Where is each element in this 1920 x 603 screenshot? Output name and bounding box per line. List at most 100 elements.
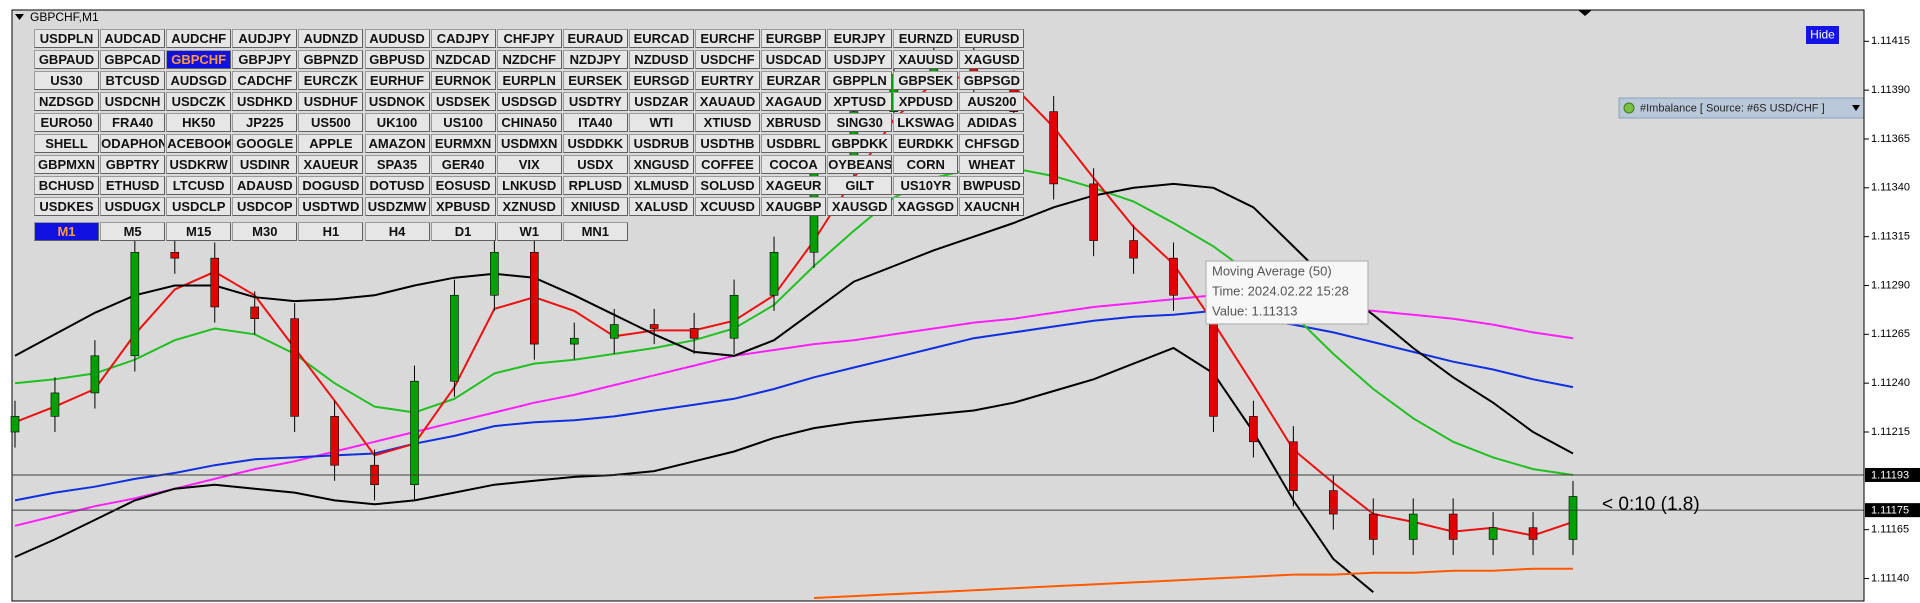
symbol-button[interactable]: EURAUD (562, 29, 628, 48)
symbol-button[interactable]: ADAUSD (232, 176, 298, 195)
symbol-button[interactable]: DOTUSD (364, 176, 430, 195)
symbol-button[interactable]: USDSGD (496, 92, 562, 111)
symbol-button[interactable]: USDTRY (562, 92, 628, 111)
symbol-button[interactable]: UK100 (364, 113, 430, 132)
symbol-button[interactable]: XZNUSD (496, 197, 562, 216)
symbol-button[interactable]: CHINA50 (496, 113, 562, 132)
symbol-button[interactable]: GBPNZD (298, 50, 364, 69)
symbol-button[interactable]: EURHUF (364, 71, 430, 90)
symbol-button[interactable]: EURCAD (628, 29, 694, 48)
symbol-button[interactable]: USDTWD (298, 197, 364, 216)
symbol-button[interactable]: USDNOK (364, 92, 430, 111)
symbol-button[interactable]: APPLE (298, 134, 364, 153)
symbol-button[interactable]: USDSEK (430, 92, 496, 111)
symbol-button[interactable]: CADJPY (430, 29, 496, 48)
symbol-button[interactable]: LTCUSD (166, 176, 232, 195)
symbol-button[interactable]: XAUSGD (827, 197, 893, 216)
symbol-button[interactable]: EURSGD (628, 71, 694, 90)
symbol-button[interactable]: CADCHF (232, 71, 298, 90)
symbol-button[interactable]: USDDKK (562, 134, 628, 153)
symbol-button[interactable]: ACEBOOK (166, 134, 232, 153)
symbol-button[interactable]: EURZAR (761, 71, 827, 90)
symbol-button[interactable]: GBPMXN (34, 155, 99, 174)
symbol-button[interactable]: EURDKK (893, 134, 959, 153)
symbol-button[interactable]: VIX (496, 155, 562, 174)
symbol-button[interactable]: EURNZD (893, 29, 959, 48)
symbol-button[interactable]: GBPCAD (100, 50, 166, 69)
symbol-button[interactable]: XTIUSD (695, 113, 760, 132)
symbol-button[interactable]: USDCNH (100, 92, 166, 111)
symbol-button[interactable]: XCUUSD (695, 197, 760, 216)
symbol-button[interactable]: GBPSEK (893, 71, 959, 90)
symbol-button[interactable]: ODAPHON (100, 134, 166, 153)
symbol-button[interactable]: SOLUSD (695, 176, 760, 195)
symbol-button[interactable]: GBPPLN (827, 71, 893, 90)
symbol-button[interactable]: XNIUSD (562, 197, 628, 216)
symbol-button[interactable]: JP225 (232, 113, 298, 132)
symbol-button[interactable]: XAUUSD (893, 50, 959, 69)
symbol-button[interactable]: CORN (893, 155, 959, 174)
symbol-button[interactable]: US10YR (893, 176, 959, 195)
symbol-button[interactable]: GER40 (430, 155, 496, 174)
symbol-button[interactable]: DOGUSD (298, 176, 364, 195)
symbol-button[interactable]: USDKES (34, 197, 99, 216)
symbol-button[interactable]: WHEAT (959, 155, 1025, 174)
symbol-button[interactable]: GBPUSD (364, 50, 430, 69)
menu-triangle[interactable] (15, 14, 24, 20)
symbol-button[interactable]: OYBEANS (827, 155, 893, 174)
symbol-button[interactable]: BTCUSD (100, 71, 166, 90)
symbol-button[interactable]: NZDCHF (496, 50, 562, 69)
symbol-button[interactable]: BWPUSD (959, 176, 1025, 195)
symbol-button[interactable]: GBPJPY (232, 50, 298, 69)
symbol-button[interactable]: USDZAR (628, 92, 694, 111)
symbol-button[interactable]: EURMXN (430, 134, 496, 153)
timeframe-button[interactable]: W1 (496, 222, 562, 241)
symbol-button[interactable]: AUDSGD (166, 71, 232, 90)
symbol-button[interactable]: USDCAD (761, 50, 827, 69)
symbol-button[interactable]: US30 (34, 71, 99, 90)
symbol-button[interactable]: USDPLN (34, 29, 99, 48)
symbol-button[interactable]: AUDJPY (232, 29, 298, 48)
symbol-button[interactable]: AUDUSD (364, 29, 430, 48)
symbol-button[interactable]: XAUEUR (298, 155, 364, 174)
symbol-button[interactable]: SHELL (34, 134, 99, 153)
symbol-button[interactable]: XAUGBP (761, 197, 827, 216)
symbol-button[interactable]: GBPTRY (100, 155, 166, 174)
symbol-button[interactable]: LNKUSD (496, 176, 562, 195)
timeframe-button[interactable]: M30 (232, 222, 298, 241)
symbol-button[interactable]: EURCHF (695, 29, 760, 48)
symbol-button[interactable]: XPTUSD (827, 92, 893, 111)
hide-button[interactable] (1806, 26, 1839, 44)
symbol-button[interactable]: GILT (827, 176, 893, 195)
symbol-button[interactable]: EURSEK (562, 71, 628, 90)
symbol-button[interactable]: GBPAUD (34, 50, 99, 69)
symbol-button[interactable]: NZDCAD (430, 50, 496, 69)
symbol-button[interactable]: EOSUSD (430, 176, 496, 195)
symbol-button[interactable]: HK50 (166, 113, 232, 132)
symbol-button[interactable]: XNGUSD (628, 155, 694, 174)
symbol-button[interactable]: USDZMW (364, 197, 430, 216)
symbol-button[interactable]: NZDJPY (562, 50, 628, 69)
symbol-button[interactable]: USDHKD (232, 92, 298, 111)
symbol-button[interactable]: AUDNZD (298, 29, 364, 48)
symbol-button[interactable]: USDBRL (761, 134, 827, 153)
symbol-button[interactable]: COCOA (761, 155, 827, 174)
timeframe-button[interactable]: D1 (430, 222, 496, 241)
symbol-button[interactable]: ETHUSD (100, 176, 166, 195)
symbol-button[interactable]: EURUSD (959, 29, 1025, 48)
symbol-button[interactable]: FRA40 (100, 113, 166, 132)
symbol-button[interactable]: COFFEE (695, 155, 760, 174)
symbol-button[interactable]: USDKRW (166, 155, 232, 174)
symbol-button[interactable]: AUDCHF (166, 29, 232, 48)
symbol-button[interactable]: SING30 (827, 113, 893, 132)
symbol-button[interactable]: GBPCHF (166, 50, 232, 69)
timeframe-button[interactable]: MN1 (562, 222, 628, 241)
symbol-button[interactable]: USDCZK (166, 92, 232, 111)
symbol-button[interactable]: RPLUSD (562, 176, 628, 195)
symbol-button[interactable]: USDUGX (100, 197, 166, 216)
symbol-button[interactable]: WTI (628, 113, 694, 132)
symbol-button[interactable]: SPA35 (364, 155, 430, 174)
symbol-button[interactable]: XAGAUD (761, 92, 827, 111)
symbol-button[interactable]: GBPSGD (959, 71, 1025, 90)
symbol-button[interactable]: EURTRY (695, 71, 760, 90)
